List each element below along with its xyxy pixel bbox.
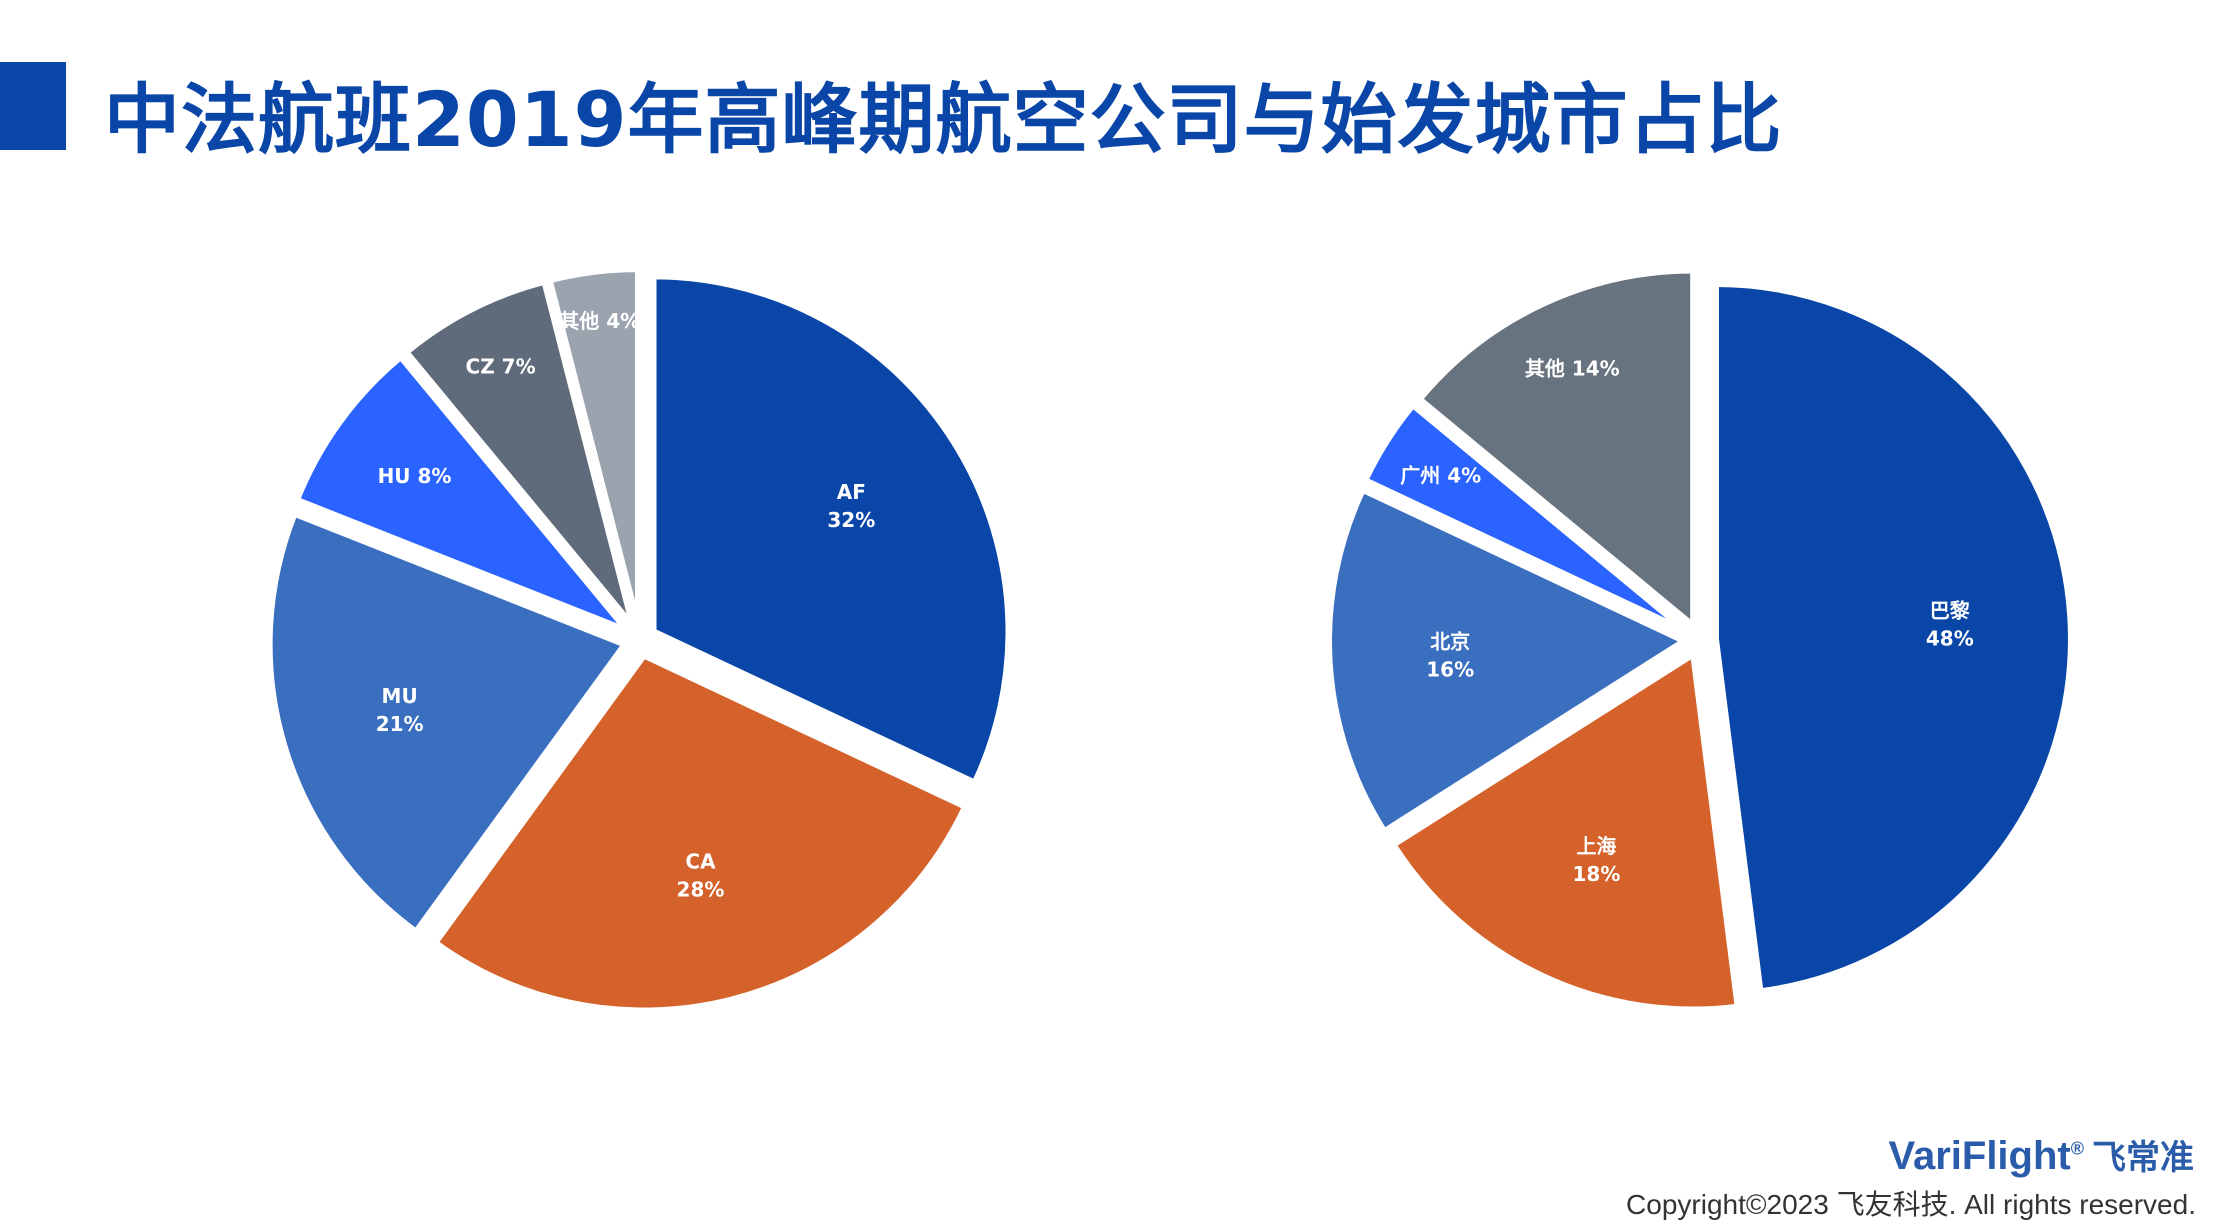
pie-label-guangzhou: 广州 4% — [1400, 463, 1481, 487]
pie-slice-af — [650, 273, 1012, 786]
pie-slice-mu — [266, 510, 628, 935]
pie-label-other: 其他 4% — [559, 309, 640, 333]
airline-pie-chart: AF 32% CA 28% MU 21% HU 8% CZ 7% 其他 4% — [266, 266, 1012, 1014]
pie-label-paris: 巴黎 48% — [1926, 598, 1974, 650]
pie-slice-shanghai — [1390, 651, 1741, 1013]
pie-slice-other — [1416, 267, 1697, 629]
brand-name-cn: 飞常准 — [2092, 1138, 2194, 1178]
copyright-text: Copyright©2023 飞友科技. All rights reserved… — [1626, 1189, 2196, 1220]
pie-slice-beijing — [1326, 486, 1688, 835]
page-title: 中法航班2019年高峰期航空公司与始发城市占比 — [104, 75, 1783, 164]
pie-label-other: 其他 14% — [1525, 357, 1620, 381]
pie-label-cz: CZ 7% — [466, 354, 536, 378]
pie-slice-hu — [293, 354, 631, 634]
pie-label-hu: HU 8% — [378, 464, 452, 488]
title-accent-bar — [0, 62, 66, 150]
pie-label-shanghai: 上海 18% — [1573, 834, 1621, 886]
pie-label-af: AF 32% — [827, 480, 875, 532]
pie-slice-ca — [432, 652, 969, 1014]
brand-name-en: VariFlight® — [1888, 1134, 2084, 1178]
brand-logo: VariFlight® 飞常准 — [1888, 1130, 2194, 1179]
pie-slice-paris — [1712, 280, 2074, 995]
pie-slice-cz — [403, 278, 636, 629]
pie-label-ca: CA 28% — [677, 850, 725, 902]
origin-city-pie-chart: 巴黎 48% 上海 18% 北京 16% 广州 4% 其他 14% — [1326, 267, 2074, 1013]
pie-label-mu: MU 21% — [376, 684, 424, 736]
pie-slice-guangzhou — [1362, 402, 1690, 635]
pie-label-beijing: 北京 16% — [1426, 630, 1474, 682]
pie-slice-other — [546, 266, 641, 628]
